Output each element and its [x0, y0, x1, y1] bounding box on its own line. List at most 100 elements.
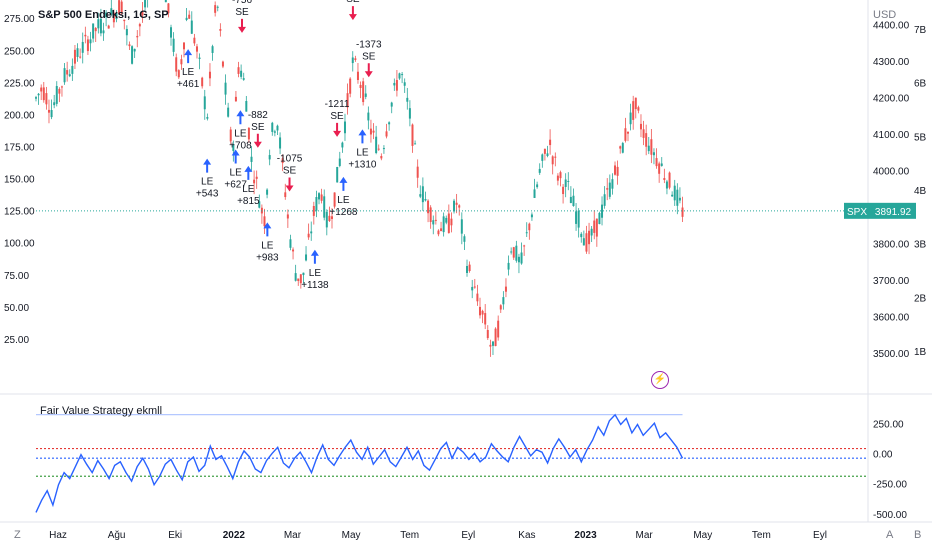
- candle-body: [494, 328, 497, 347]
- candle-body: [35, 97, 37, 99]
- candle-body: [564, 179, 567, 187]
- candle-body: [182, 42, 185, 50]
- short-entry-arrow-icon: [348, 6, 357, 21]
- candle-body: [73, 49, 76, 64]
- candle-body: [411, 124, 414, 146]
- candle-body: [546, 153, 549, 157]
- time-axis-tick: Mar: [636, 530, 654, 541]
- candle-body: [250, 156, 253, 162]
- price-axis-tick: 3500.00: [873, 349, 910, 360]
- osc-axis-tick: 250.00: [873, 419, 904, 430]
- candle-body: [577, 210, 580, 228]
- candle-body: [408, 108, 411, 119]
- candle-body: [364, 93, 367, 97]
- candle-body: [517, 256, 520, 263]
- candle-body: [608, 182, 611, 197]
- candle-body: [305, 254, 308, 261]
- price-axis-tick: 4400.00: [873, 21, 910, 32]
- candle-body: [123, 19, 126, 22]
- candle-body: [538, 168, 541, 173]
- candle-body: [206, 117, 209, 119]
- candle-body: [593, 220, 596, 233]
- candle-body: [125, 28, 128, 36]
- candle-body: [416, 166, 419, 178]
- marker-value-label: +1310: [348, 159, 377, 170]
- log-scale-button[interactable]: B: [914, 529, 922, 541]
- candle-body: [89, 39, 92, 44]
- candle-body: [650, 139, 653, 155]
- candle-body: [572, 195, 575, 206]
- candle-body: [356, 71, 359, 81]
- candle-body: [390, 102, 393, 107]
- lightning-icon[interactable]: ⚡: [651, 371, 669, 389]
- candle-body: [219, 28, 222, 31]
- candle-body: [663, 178, 666, 181]
- candle-body: [634, 97, 637, 110]
- time-axis-tick: Ağu: [108, 530, 126, 541]
- left-axis-tick: 200.00: [4, 110, 35, 121]
- left-axis-tick: 275.00: [4, 14, 35, 25]
- candle-body: [507, 262, 510, 270]
- candle-body: [164, 0, 167, 3]
- volume-axis-tick: 2B: [914, 293, 927, 304]
- candle-body: [349, 78, 352, 94]
- price-axis-tick: 4200.00: [873, 93, 910, 104]
- long-entry-arrow-icon: [236, 110, 245, 125]
- marker-type-label: SE: [346, 0, 360, 5]
- candle-body: [81, 41, 84, 53]
- marker-type-label: LE: [234, 128, 247, 139]
- candle-body: [541, 154, 544, 161]
- candle-body: [504, 286, 507, 292]
- candle-body: [118, 0, 121, 15]
- candle-body: [652, 152, 655, 156]
- candle-body: [330, 216, 333, 219]
- candle-body: [406, 97, 409, 102]
- candle-body: [395, 80, 398, 91]
- candle-body: [195, 46, 198, 52]
- candle-body: [447, 213, 450, 233]
- volume-axis-tick: 3B: [914, 240, 927, 251]
- candle-body: [632, 101, 635, 120]
- candle-body: [229, 129, 232, 142]
- candle-body: [453, 200, 456, 212]
- candle-body: [575, 211, 578, 224]
- candle-body: [128, 44, 131, 47]
- candle-body: [556, 175, 559, 181]
- candle-body: [367, 112, 370, 121]
- volume-axis-tick: 6B: [914, 79, 927, 90]
- candle-body: [523, 245, 526, 247]
- long-entry-arrow-icon: [358, 129, 367, 144]
- last-price-value: 3891.92: [875, 207, 912, 218]
- candle-body: [463, 236, 466, 242]
- marker-type-label: LE: [201, 177, 214, 188]
- candle-body: [515, 245, 518, 261]
- marker-value-label: +815: [237, 196, 260, 207]
- candle-body: [681, 207, 684, 217]
- candle-body: [377, 148, 380, 150]
- candle-body: [393, 82, 396, 86]
- candle-body: [445, 217, 448, 223]
- candle-body: [273, 131, 276, 133]
- timezone-button[interactable]: Z: [14, 529, 21, 541]
- candle-body: [624, 128, 627, 141]
- candle-body: [427, 200, 430, 214]
- candle-body: [481, 310, 484, 315]
- candle-body: [76, 48, 79, 57]
- long-entry-arrow-icon: [339, 176, 348, 191]
- candle-body: [79, 56, 82, 58]
- candle-body: [53, 102, 56, 106]
- candle-body: [234, 96, 237, 102]
- candle-body: [512, 247, 515, 258]
- candle-body: [68, 74, 71, 77]
- candle-body: [177, 70, 180, 78]
- candle-body: [559, 172, 562, 179]
- left-axis-tick: 75.00: [4, 271, 29, 282]
- time-axis-tick: Tem: [752, 530, 771, 541]
- candle-body: [401, 74, 404, 76]
- candle-body: [97, 19, 100, 29]
- candle-body: [562, 186, 565, 195]
- auto-scale-button[interactable]: A: [886, 529, 894, 541]
- candle-body: [346, 93, 349, 108]
- candle-body: [455, 202, 458, 205]
